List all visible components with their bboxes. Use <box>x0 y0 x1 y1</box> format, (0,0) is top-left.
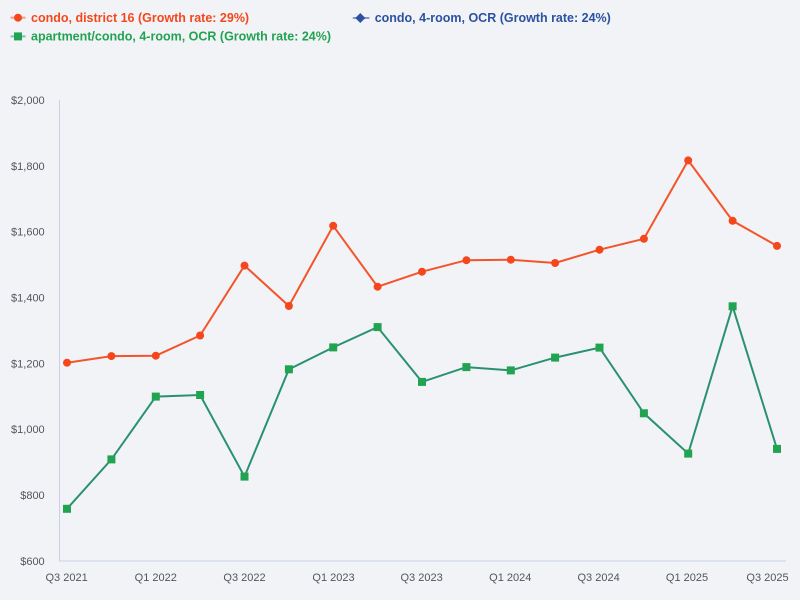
svg-text:Q1 2024: Q1 2024 <box>489 572 531 584</box>
svg-text:$2,000: $2,000 <box>11 95 45 107</box>
svg-text:$1,200: $1,200 <box>11 358 45 370</box>
svg-text:condo, district 16 (Growth rat: condo, district 16 (Growth rate: 29%) <box>31 11 249 25</box>
svg-text:$1,000: $1,000 <box>11 424 45 436</box>
svg-text:condo, 4-room, OCR (Growth rat: condo, 4-room, OCR (Growth rate: 24%) <box>375 11 611 25</box>
svg-text:apartment/condo, 4-room, OCR (: apartment/condo, 4-room, OCR (Growth rat… <box>31 30 331 44</box>
svg-text:Q3 2025: Q3 2025 <box>746 572 788 584</box>
svg-text:$1,600: $1,600 <box>11 227 45 239</box>
svg-text:Q3 2021: Q3 2021 <box>45 572 87 584</box>
svg-text:Q3 2023: Q3 2023 <box>400 572 442 584</box>
svg-text:Q1 2022: Q1 2022 <box>135 572 177 584</box>
svg-text:Q1 2023: Q1 2023 <box>312 572 354 584</box>
svg-text:Q3 2022: Q3 2022 <box>223 572 265 584</box>
svg-text:$600: $600 <box>20 556 44 568</box>
svg-text:$1,400: $1,400 <box>11 293 45 305</box>
svg-text:Q3 2024: Q3 2024 <box>577 572 619 584</box>
svg-text:$1,800: $1,800 <box>11 161 45 173</box>
svg-text:$800: $800 <box>20 490 44 502</box>
svg-text:Q1 2025: Q1 2025 <box>666 572 708 584</box>
